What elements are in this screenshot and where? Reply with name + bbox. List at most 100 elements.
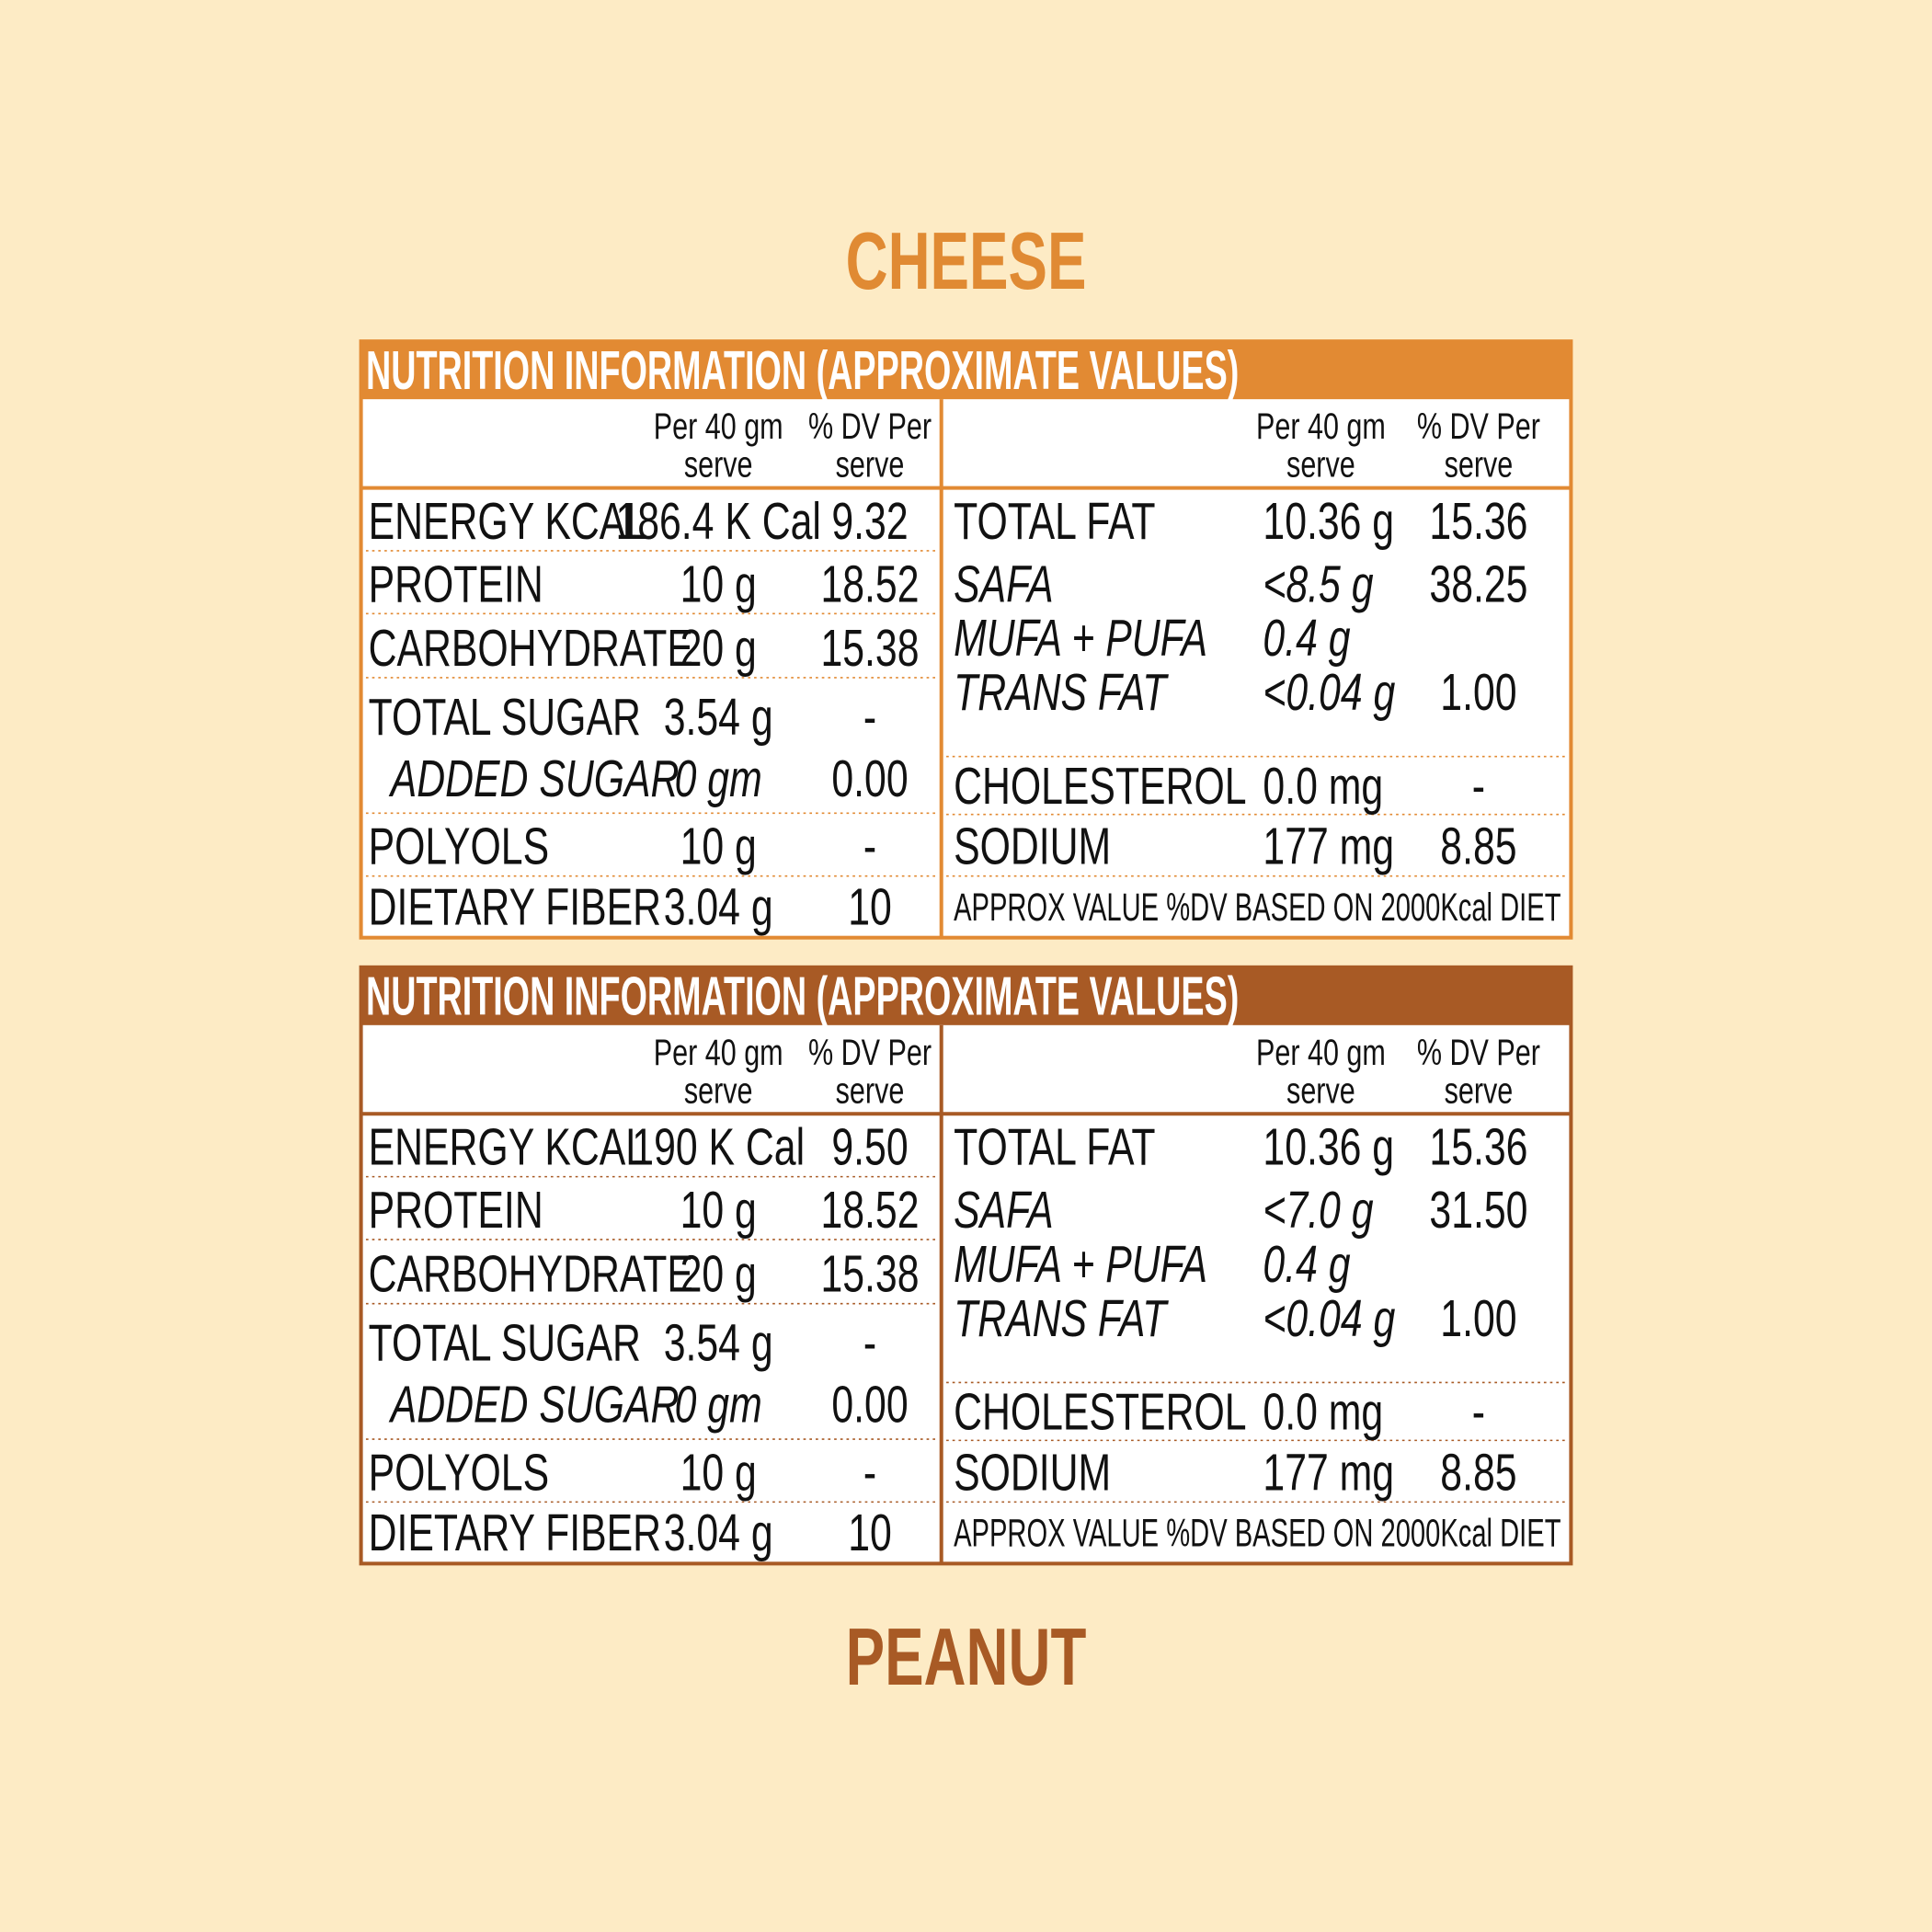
row-per-serve: 10 g: [680, 1444, 757, 1502]
row-dv: 15.38: [820, 1245, 919, 1303]
row-dv: 0.00: [831, 1376, 908, 1434]
row-per-serve: 186.4 K Cal: [615, 492, 820, 550]
row-per-serve: <0.04 g: [1263, 664, 1395, 722]
row-dv: 8.85: [1440, 817, 1516, 875]
row-label: CHOLESTEROL: [954, 757, 1246, 815]
row-per-serve: <0.04 g: [1263, 1289, 1395, 1347]
column-header: Per 40 gm: [1256, 1032, 1386, 1073]
table-header-band: [360, 966, 1572, 1025]
row-label: CARBOHYDRATE: [369, 1245, 693, 1303]
row-label: MUFA + PUFA: [954, 1235, 1207, 1293]
row-per-serve: 10 g: [680, 817, 757, 875]
column-header: Per 40 gm: [654, 406, 783, 447]
row-per-serve: 20 g: [680, 1245, 757, 1303]
footnote: APPROX VALUE %DV BASED ON 2000Kcal DIET: [954, 1511, 1560, 1555]
bottom-title: PEANUT: [846, 1612, 1087, 1703]
row-per-serve: 0 gm: [675, 749, 762, 807]
row-dv: 18.52: [820, 1181, 919, 1239]
row-per-serve: <8.5 g: [1263, 555, 1373, 613]
row-per-serve: 177 mg: [1263, 1444, 1394, 1502]
table-header: NUTRITION INFORMATION (APPROXIMATE VALUE…: [366, 966, 1239, 1027]
row-label: CHOLESTEROL: [954, 1383, 1246, 1441]
row-label: PROTEIN: [369, 1181, 543, 1239]
row-label: DIETARY FIBER: [369, 1503, 661, 1561]
row-dv: -: [1472, 757, 1485, 815]
row-label: POLYOLS: [369, 817, 549, 875]
column-header: % DV Per: [1417, 1032, 1540, 1073]
row-dv: 1.00: [1440, 664, 1516, 722]
row-label: SAFA: [954, 1181, 1054, 1239]
column-header: serve: [684, 1069, 753, 1111]
column-header: Per 40 gm: [654, 1032, 783, 1073]
row-per-serve: 177 mg: [1263, 817, 1394, 875]
row-per-serve: <7.0 g: [1263, 1181, 1373, 1239]
footnote: APPROX VALUE %DV BASED ON 2000Kcal DIET: [954, 885, 1560, 929]
row-per-serve: 0.0 mg: [1263, 757, 1383, 815]
row-dv: 1.00: [1440, 1289, 1516, 1347]
column-header: % DV Per: [808, 1032, 932, 1073]
row-label: ADDED SUGAR: [388, 1376, 679, 1434]
row-dv: 0.00: [831, 749, 908, 807]
row-dv: 15.38: [820, 619, 919, 677]
row-per-serve: 0.4 g: [1263, 610, 1350, 668]
row-per-serve: 3.54 g: [664, 1314, 773, 1372]
row-per-serve: 10.36 g: [1263, 492, 1394, 550]
row-dv: -: [863, 1314, 876, 1372]
row-dv: 15.36: [1429, 1118, 1527, 1176]
row-label: SAFA: [954, 555, 1054, 613]
row-per-serve: 10.36 g: [1263, 1118, 1394, 1176]
column-header: serve: [1286, 444, 1355, 486]
column-header: serve: [1286, 1069, 1355, 1111]
row-dv: 38.25: [1429, 555, 1527, 613]
row-per-serve: 3.04 g: [664, 1503, 773, 1561]
row-label: POLYOLS: [369, 1444, 549, 1502]
row-dv: 31.50: [1429, 1181, 1527, 1239]
table-header-band: [360, 339, 1572, 400]
column-header: % DV Per: [808, 406, 932, 447]
top-title: CHEESE: [846, 216, 1087, 307]
table-header: NUTRITION INFORMATION (APPROXIMATE VALUE…: [366, 341, 1239, 402]
row-dv: 9.50: [831, 1118, 908, 1176]
column-header: serve: [836, 444, 905, 486]
row-label: MUFA + PUFA: [954, 610, 1207, 668]
column-header: serve: [1445, 444, 1514, 486]
table-box: [359, 965, 1573, 1566]
row-label: TOTAL FAT: [954, 492, 1155, 550]
row-dv: -: [863, 817, 876, 875]
row-label: TRANS FAT: [954, 664, 1169, 722]
column-header: serve: [684, 444, 753, 486]
row-dv: 10: [848, 878, 892, 936]
row-label: ADDED SUGAR: [388, 749, 679, 807]
column-header: % DV Per: [1417, 406, 1540, 447]
row-per-serve: 3.04 g: [664, 878, 773, 936]
row-per-serve: 0 gm: [675, 1376, 762, 1434]
row-per-serve: 0.0 mg: [1263, 1383, 1383, 1441]
row-label: SODIUM: [954, 1444, 1111, 1502]
row-label: CARBOHYDRATE: [369, 619, 693, 677]
row-label: TOTAL SUGAR: [369, 688, 641, 746]
row-dv: 15.36: [1429, 492, 1527, 550]
row-label: TOTAL FAT: [954, 1118, 1155, 1176]
row-per-serve: 190 K Cal: [632, 1118, 805, 1176]
row-per-serve: 20 g: [680, 619, 757, 677]
table-box: [359, 339, 1573, 940]
row-label: TOTAL SUGAR: [369, 1314, 641, 1372]
row-dv: 8.85: [1440, 1444, 1516, 1502]
row-dv: -: [1472, 1383, 1485, 1441]
row-dv: 18.52: [820, 555, 919, 613]
row-dv: -: [863, 688, 876, 746]
row-label: TRANS FAT: [954, 1289, 1169, 1347]
column-header: Per 40 gm: [1256, 406, 1386, 447]
row-per-serve: 0.4 g: [1263, 1235, 1350, 1293]
row-label: ENERGY KCAL: [369, 492, 647, 550]
row-label: ENERGY KCAL: [369, 1118, 647, 1176]
row-dv: -: [863, 1444, 876, 1502]
column-header: serve: [1445, 1069, 1514, 1111]
row-dv: 10: [848, 1503, 892, 1561]
row-label: SODIUM: [954, 817, 1111, 875]
row-per-serve: 10 g: [680, 1181, 757, 1239]
column-header: serve: [836, 1069, 905, 1111]
row-dv: 9.32: [831, 492, 908, 550]
